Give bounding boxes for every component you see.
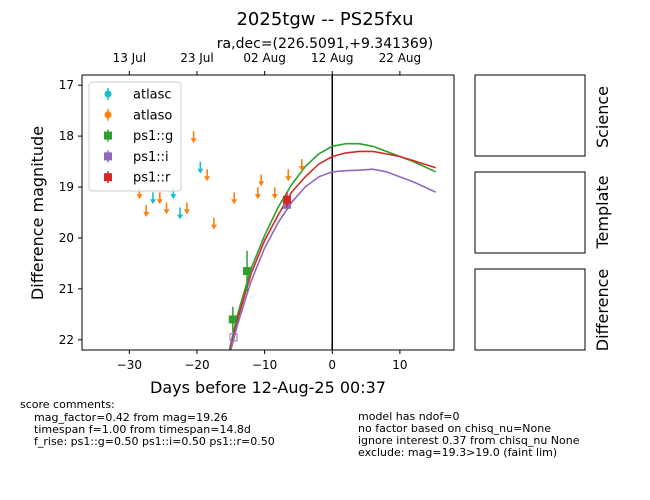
upper-limit-arrowhead <box>143 211 150 217</box>
legend-marker <box>104 152 112 161</box>
template-label: Template <box>593 175 612 249</box>
upper-limit-atlasc <box>177 207 184 220</box>
y-tick-label: 19 <box>59 180 74 194</box>
science-panel <box>474 74 586 157</box>
chart-subtitle: ra,dec=(226.5091,+9.341369) <box>217 36 433 52</box>
top-tick-label: 02 Aug <box>243 51 286 65</box>
upper-limit-atlaso <box>285 169 292 182</box>
score-comment-left-3: f_rise: ps1::g=0.50 ps1::i=0.50 ps1::r=0… <box>34 435 275 448</box>
data-point-ps1-r <box>282 192 291 208</box>
score-comment-left-1: mag_factor=0.42 from mag=19.26 <box>34 411 228 424</box>
upper-limit-atlaso <box>298 159 305 172</box>
upper-limit-arrowhead <box>177 214 184 220</box>
model-curve-g <box>228 142 437 350</box>
upper-limit-atlaso <box>143 204 150 217</box>
point-marker <box>228 315 237 324</box>
upper-limit-atlaso <box>190 131 197 144</box>
open-point-ps1-i <box>229 333 238 342</box>
upper-limit-arrowhead <box>190 138 197 144</box>
legend-label: atlasc <box>133 88 172 103</box>
plot-marks <box>136 75 437 350</box>
score-comment-right-2: no factor based on chisq_nu=None <box>358 422 551 435</box>
legend-label: atlaso <box>133 108 172 123</box>
science-label: Science <box>593 86 612 148</box>
score-comment-right-3: ignore interest 0.37 from chisq_nu None <box>358 434 580 447</box>
upper-limit-arrowhead <box>156 199 163 205</box>
legend-marker <box>104 111 112 119</box>
upper-limit-atlaso <box>156 192 163 205</box>
upper-limit-arrowhead <box>170 194 177 200</box>
score-comment-right-1: model has ndof=0 <box>358 410 459 423</box>
template-panel <box>474 171 586 254</box>
upper-limit-arrowhead <box>254 194 261 200</box>
top-tick-label: 12 Aug <box>311 51 354 65</box>
x-axis-label: Days before 12-Aug-25 00:37 <box>150 378 386 397</box>
y-tick-label: 22 <box>59 333 74 347</box>
data-point-ps1-g <box>243 250 252 292</box>
x-tick-label: 0 <box>328 358 336 372</box>
legend-label: ps1::i <box>133 150 169 165</box>
upper-limit-atlaso <box>163 202 170 215</box>
upper-limit-arrowhead <box>258 181 265 187</box>
upper-limit-arrowhead <box>197 168 204 174</box>
legend-entry: ps1::i <box>104 150 169 165</box>
upper-limit-arrowhead <box>271 194 278 200</box>
upper-limit-arrowhead <box>136 194 143 200</box>
legend-marker <box>104 90 112 98</box>
legend-entry: atlaso <box>104 108 172 123</box>
y-tick-label: 18 <box>59 129 74 143</box>
upper-limit-atlaso <box>254 187 261 200</box>
upper-limit-arrowhead <box>298 166 305 172</box>
upper-limit-atlaso <box>258 174 265 187</box>
legend-marker <box>104 131 112 140</box>
point-marker <box>243 267 252 276</box>
upper-limit-arrowhead <box>163 209 170 215</box>
difference-panel <box>474 268 586 351</box>
upper-limit-atlaso <box>210 217 217 230</box>
y-tick-label: 20 <box>59 231 74 245</box>
difference-label: Difference <box>593 269 612 351</box>
legend-entry: ps1::g <box>104 129 173 144</box>
top-tick-label: 13 Jul <box>113 51 147 65</box>
x-tick-label: −20 <box>184 358 209 372</box>
upper-limit-atlaso <box>231 192 238 205</box>
score-comment-right-4: exclude: mag=19.3>19.0 (faint lim) <box>358 446 557 459</box>
legend-entry: ps1::r <box>104 171 171 186</box>
x-tick-label: −30 <box>117 358 142 372</box>
upper-limit-atlaso <box>183 202 190 215</box>
upper-limit-arrowhead <box>204 176 211 182</box>
score-comments-heading: score comments: <box>20 398 115 411</box>
top-tick-label: 23 Jul <box>180 51 214 65</box>
upper-limit-arrowhead <box>285 176 292 182</box>
legend-label: ps1::r <box>133 171 171 186</box>
legend-box <box>88 81 182 192</box>
upper-limit-arrowhead <box>183 209 190 215</box>
point-marker <box>282 195 291 204</box>
upper-limit-atlasc <box>150 192 157 205</box>
upper-limit-atlaso <box>204 169 211 182</box>
data-point-ps1-g <box>228 306 237 333</box>
legend-marker <box>104 173 112 182</box>
model-curve-r <box>229 150 436 350</box>
top-tick-label: 22 Aug <box>379 51 422 65</box>
upper-limit-arrowhead <box>210 224 217 230</box>
legend-label: ps1::g <box>133 129 173 144</box>
plot-frame <box>81 74 455 351</box>
score-comment-left-2: timespan f=1.00 from timespan=14.8d <box>34 423 251 436</box>
model-curve-i <box>230 168 437 350</box>
upper-limit-atlasc <box>197 161 204 174</box>
y-axis-label: Difference magnitude <box>28 126 47 300</box>
x-tick-label: −10 <box>252 358 277 372</box>
x-tick-label: 10 <box>392 358 407 372</box>
upper-limit-atlaso <box>271 187 278 200</box>
upper-limit-arrowhead <box>150 199 157 205</box>
plot-area: −30 −20 −10 0 10 13 Jul 23 Jul 02 Aug 12 Aug 22 A… <box>59 51 455 372</box>
upper-limit-arrowhead <box>231 199 238 205</box>
y-tick-label: 17 <box>59 78 74 92</box>
chart-title: 2025tgw -- PS25fxu <box>236 9 413 30</box>
y-tick-label: 21 <box>59 282 74 296</box>
legend-entry: atlasc <box>104 88 172 103</box>
